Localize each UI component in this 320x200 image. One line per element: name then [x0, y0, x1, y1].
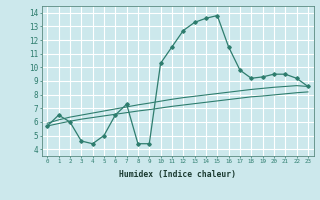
X-axis label: Humidex (Indice chaleur): Humidex (Indice chaleur) [119, 170, 236, 179]
